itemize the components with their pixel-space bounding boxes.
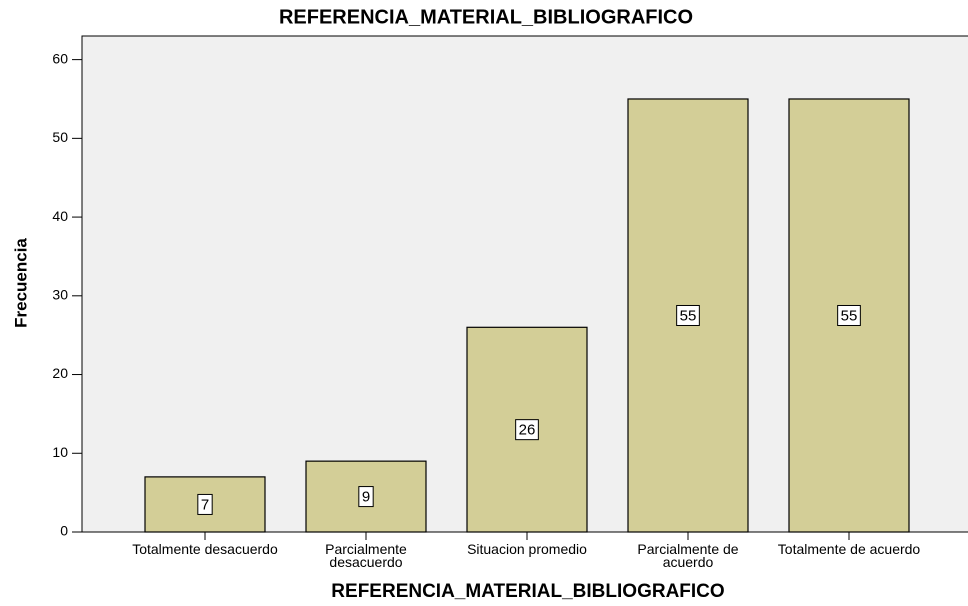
y-tick-label: 10 — [52, 444, 68, 460]
y-tick-label: 0 — [60, 523, 68, 539]
value-label: 26 — [519, 422, 536, 439]
value-label: 7 — [201, 496, 209, 513]
x-tick-label: Situacion promedio — [467, 541, 587, 557]
value-label-box — [515, 419, 539, 441]
x-axis-label: REFERENCIA_MATERIAL_BIBLIOGRAFICO — [331, 581, 724, 602]
value-label: 55 — [841, 307, 858, 324]
x-tick-label: Totalmente desacuerdo — [132, 541, 278, 557]
y-tick-label: 30 — [52, 287, 68, 303]
x-tick-label: Parcialmente desacuerdo — [325, 541, 407, 570]
value-label-box — [837, 304, 861, 326]
value-label: 55 — [680, 307, 697, 324]
y-tick-label: 50 — [52, 129, 68, 145]
chart-title: REFERENCIA_MATERIAL_BIBLIOGRAFICO — [279, 6, 693, 28]
value-label-box — [358, 486, 374, 508]
y-tick-label: 60 — [52, 50, 68, 66]
value-label: 9 — [362, 489, 370, 506]
value-label-box — [197, 493, 213, 515]
y-axis-label: Frecuencia — [11, 238, 30, 328]
y-tick-label: 20 — [52, 365, 68, 381]
x-tick-label: Parcialmente de acuerdo — [637, 541, 739, 570]
value-label-box — [676, 304, 700, 326]
y-tick-label: 40 — [52, 208, 68, 224]
x-tick-label: Totalmente de acuerdo — [777, 541, 921, 557]
